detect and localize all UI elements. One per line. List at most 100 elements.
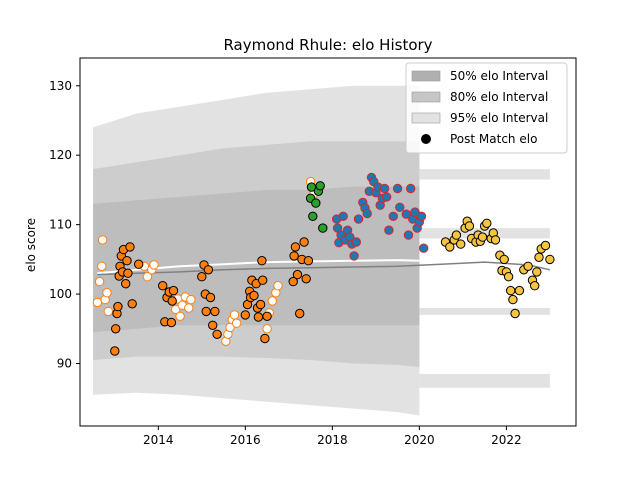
elo-point: [464, 221, 475, 231]
elo-point: [122, 256, 132, 266]
x-tick-label: 2022: [491, 433, 522, 447]
elo-point: [97, 235, 108, 245]
elo-point: [208, 320, 218, 330]
elo-point: [273, 281, 283, 291]
y-tick-label: 100: [49, 287, 72, 301]
elo-point: [111, 324, 121, 334]
elo-point: [186, 294, 196, 305]
band-after-interval: [419, 169, 550, 180]
elo-point: [249, 290, 259, 301]
elo-point: [260, 333, 270, 344]
elo-point: [229, 310, 240, 320]
legend-box: [405, 62, 568, 154]
legend-marker: [421, 134, 431, 144]
elo-point: [308, 211, 318, 222]
elo-point: [392, 183, 403, 194]
elo-point: [158, 281, 168, 291]
legend-label: 50% elo Interval: [450, 69, 548, 83]
y-tick-label: 120: [49, 148, 72, 162]
elo-point: [545, 254, 555, 265]
elo-point: [203, 265, 214, 275]
elo-point: [451, 230, 462, 240]
elo-point: [503, 272, 514, 282]
plot-area: [92, 85, 555, 416]
elo-point: [288, 276, 298, 287]
elo-point: [290, 242, 301, 252]
elo-point: [410, 207, 420, 217]
x-tick-label: 2014: [143, 433, 174, 447]
elo-point: [532, 267, 542, 277]
x-axis: 2014 2016 2018 2020 2022: [143, 426, 522, 447]
elo-point: [301, 274, 311, 284]
elo-point: [262, 324, 272, 334]
y-axis-label: elo score: [24, 218, 38, 272]
elo-point: [540, 240, 551, 251]
elo-point: [318, 223, 328, 233]
elo-point: [295, 308, 305, 319]
elo-point: [184, 303, 194, 313]
elo-point: [125, 242, 135, 252]
elo-point: [258, 275, 268, 285]
elo-point: [403, 230, 414, 240]
elo-point: [149, 260, 159, 270]
elo-point: [171, 304, 181, 315]
elo-point: [477, 232, 488, 242]
elo-point: [506, 285, 516, 296]
band-after-interval: [419, 308, 550, 315]
elo-point: [121, 279, 131, 289]
elo-point: [406, 183, 416, 194]
elo-point: [97, 261, 107, 271]
elo-point: [353, 214, 364, 224]
elo-point: [168, 285, 179, 296]
elo-point: [142, 272, 153, 282]
legend-label: 80% elo Interval: [450, 90, 548, 104]
chart-title: Raymond Rhule: elo History: [223, 36, 432, 54]
elo-point: [253, 312, 264, 322]
elo-point: [113, 301, 123, 312]
elo-point: [102, 288, 112, 298]
legend-label: 95% elo Interval: [450, 111, 548, 125]
elo-point: [351, 237, 361, 247]
elo-point: [311, 198, 321, 208]
elo-point: [530, 281, 540, 291]
elo-point: [127, 299, 137, 309]
elo-point: [212, 329, 222, 339]
elo-trend-line: [97, 261, 551, 276]
elo-point: [110, 346, 120, 356]
elo-point: [445, 242, 455, 252]
elo-point: [289, 251, 299, 261]
elo-point: [255, 299, 266, 310]
elo-point: [534, 252, 544, 262]
axes-frame: [79, 57, 577, 427]
elo-point: [419, 243, 429, 253]
legend-label: Post Match elo: [450, 132, 537, 146]
elo-point: [94, 276, 105, 287]
elo-point: [388, 211, 398, 222]
elo-point: [384, 225, 394, 235]
elo-point: [303, 256, 314, 266]
y-tick-label: 110: [49, 218, 72, 232]
legend-swatch: [411, 70, 441, 82]
elo-point: [197, 272, 207, 282]
elo-point: [490, 235, 501, 245]
elo-point: [257, 256, 267, 266]
elo-point: [508, 294, 518, 305]
elo-point: [123, 268, 133, 278]
elo-point: [514, 285, 525, 296]
elo-point: [231, 318, 242, 328]
elo-point: [510, 308, 520, 319]
elo-point: [362, 208, 372, 219]
elo-point: [201, 306, 211, 317]
elo-point: [166, 317, 177, 328]
elo-point: [134, 259, 144, 269]
elo-point: [523, 261, 533, 271]
y-tick-label: 90: [57, 357, 72, 371]
elo-point: [92, 297, 103, 308]
x-tick-label: 2016: [230, 433, 261, 447]
elo-point: [482, 218, 492, 229]
elo-point: [262, 311, 272, 321]
elo-point: [240, 310, 251, 320]
elo-point: [103, 306, 114, 317]
